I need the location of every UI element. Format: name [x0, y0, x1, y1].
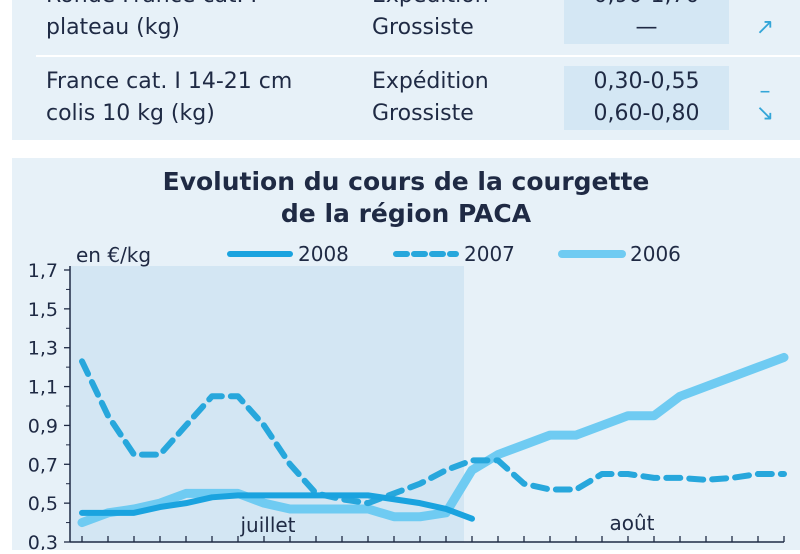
- price-chart: Evolution du cours de la courgette de la …: [28, 167, 789, 554]
- price-table: Ronde France cat. I plateau (kg) Expédit…: [12, 0, 800, 190]
- y-tick-label: 0,3: [28, 532, 58, 550]
- series-line-2007: [79, 358, 787, 507]
- price-cell: 0,90-1,70 —: [564, 0, 729, 44]
- legend-label-2008: 2008: [298, 242, 349, 266]
- table-row: France cat. I 14-21 cm colis 10 kg (kg) …: [12, 66, 800, 190]
- chart-title-line: Evolution du cours de la courgette: [163, 167, 650, 196]
- product-cell: Ronde France cat. I plateau (kg): [46, 0, 257, 40]
- trend-down-icon: ↘: [755, 101, 775, 126]
- y-axis-label: en €/kg: [76, 243, 151, 267]
- legend-label-2007: 2007: [464, 242, 515, 266]
- stage-cell: Expédition Grossiste: [372, 69, 489, 126]
- trend-stable-icon: –: [759, 79, 771, 104]
- trend-up-icon: ↗: [755, 15, 775, 40]
- y-tick-label: 0,7: [28, 454, 58, 476]
- legend-label-2006: 2006: [630, 242, 681, 266]
- product-cell: France cat. I 14-21 cm colis 10 kg (kg): [46, 69, 293, 126]
- month-label-aout: août: [609, 511, 654, 535]
- month-label-juillet: juillet: [239, 513, 295, 537]
- stage-cell: Expédition Grossiste: [372, 0, 489, 40]
- y-tick-label: 1,5: [28, 299, 58, 321]
- trend-cell: ↗ –: [730, 0, 800, 140]
- table-row: Ronde France cat. I plateau (kg) Expédit…: [12, 0, 800, 104]
- chart-panel: Evolution du cours de la courgette de la …: [12, 158, 800, 554]
- y-tick-label: 1,1: [28, 377, 58, 399]
- chart-title-line: de la région PACA: [281, 199, 532, 228]
- y-tick-label: 0,9: [28, 415, 58, 437]
- row-divider: [36, 55, 800, 57]
- series-line-2008: [79, 492, 475, 522]
- y-tick-label: 1,3: [28, 338, 58, 360]
- y-tick-label: 1,7: [28, 260, 58, 282]
- series-line-2006: [77, 352, 789, 528]
- price-cell: 0,30-0,55 0,60-0,80: [564, 66, 729, 130]
- y-tick-label: 0,5: [28, 493, 58, 515]
